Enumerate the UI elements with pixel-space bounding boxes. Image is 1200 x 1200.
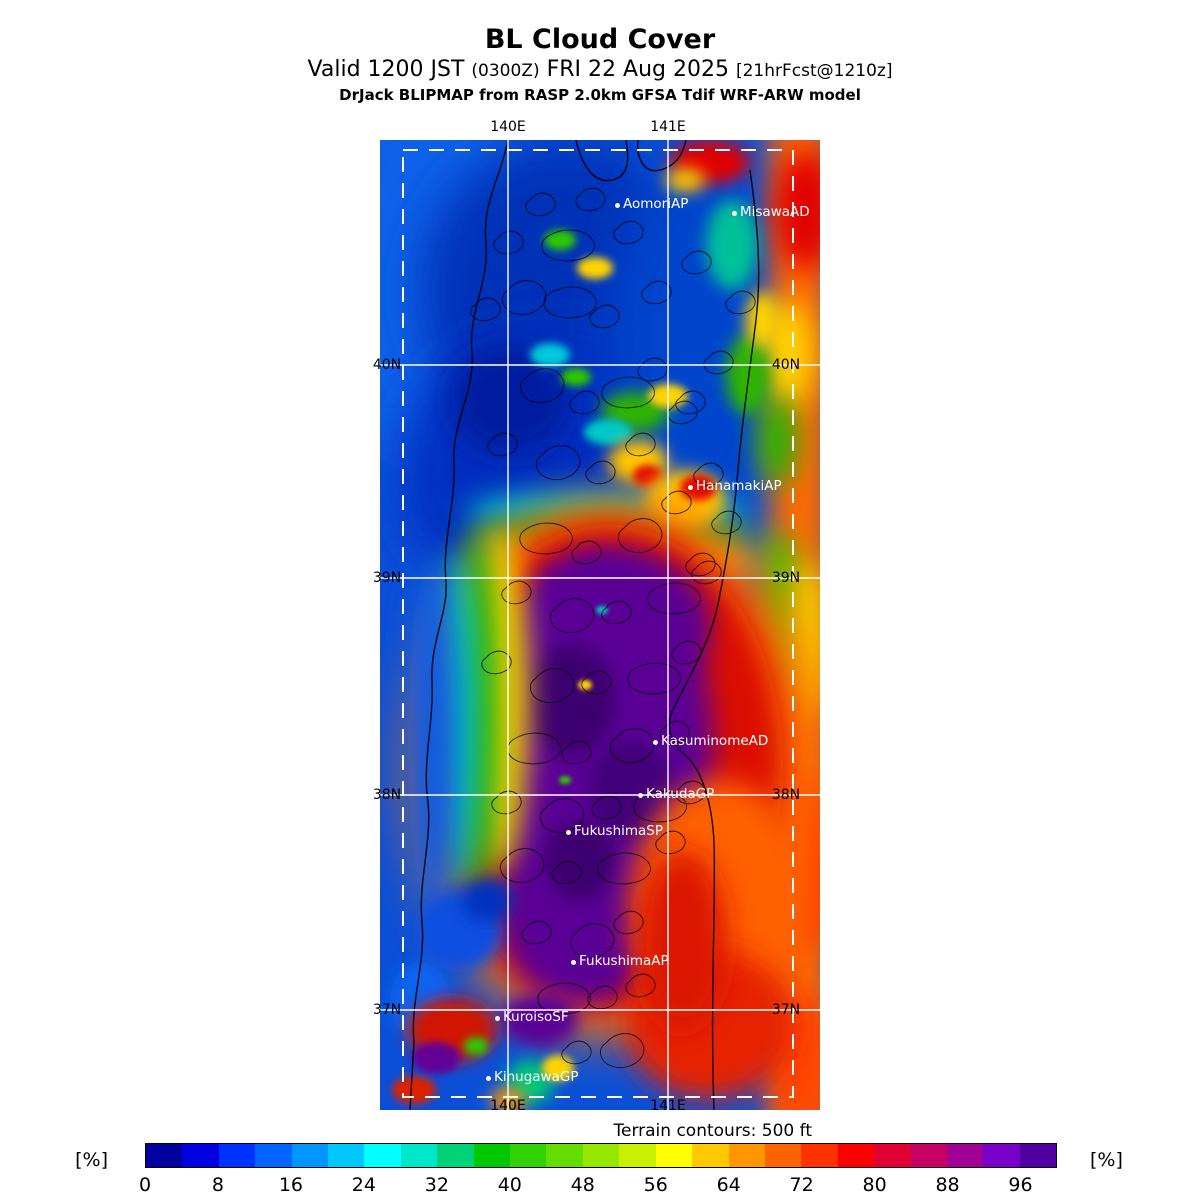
terrain-contour-note: Terrain contours: 500 ft xyxy=(613,1121,813,1141)
colorbar-tick-label: 64 xyxy=(716,1174,741,1196)
valid-time-line: Valid 1200 JST (0300Z) FRI 22 Aug 2025 [… xyxy=(0,57,1200,82)
forecast-ref: [21hrFcst@1210z] xyxy=(735,61,893,81)
colorbar-segment xyxy=(364,1144,401,1167)
colorbar-segment xyxy=(728,1144,765,1167)
colorbar-segment xyxy=(437,1144,474,1167)
graticule-lines xyxy=(380,140,820,1110)
colorbar-segment xyxy=(182,1144,219,1167)
colorbar-segment xyxy=(546,1144,583,1167)
page-title: BL Cloud Cover xyxy=(484,24,716,55)
valid-zulu: (0300Z) xyxy=(471,61,540,81)
colorbar-tick-label: 24 xyxy=(351,1174,376,1196)
colorbar-segment xyxy=(764,1144,802,1167)
colorbar-segment xyxy=(874,1144,911,1167)
domain-border xyxy=(402,149,794,1098)
colorbar-segment xyxy=(910,1144,947,1167)
colorbar-segment xyxy=(983,1144,1020,1167)
cloud-cover-colorbar xyxy=(145,1143,1057,1168)
colorbar-segment xyxy=(582,1144,620,1167)
map-area: AomoriAP MisawaAD HanamakiAP KasuminomeAD Ka… xyxy=(373,119,820,1114)
colorbar-tick-label: 8 xyxy=(211,1174,224,1196)
colorbar-tick-label: 80 xyxy=(862,1174,887,1196)
terrain-contours xyxy=(470,187,756,1068)
coord-label-141E: 141E xyxy=(650,119,686,135)
colorbar-tick-label: 0 xyxy=(138,1174,152,1196)
colorbar-segment xyxy=(218,1144,256,1167)
model-line: DrJack BLIPMAP from RASP 2.0km GFSA Tdif… xyxy=(339,86,861,104)
colorbar-tick-label: 16 xyxy=(278,1174,303,1196)
cloud-cover-raster xyxy=(380,140,820,1110)
colorbar-segment xyxy=(692,1144,729,1167)
colorbar-segment xyxy=(946,1144,984,1167)
colorbar-unit-left: [%] xyxy=(75,1149,108,1171)
colorbar-segment xyxy=(801,1144,838,1167)
colorbar-segment xyxy=(291,1144,329,1167)
colorbar-segment xyxy=(473,1144,511,1167)
colorbar-segment xyxy=(837,1144,875,1167)
colorbar-segment xyxy=(146,1144,183,1167)
coord-label-140E: 140E xyxy=(490,119,526,135)
colorbar-segment xyxy=(655,1144,693,1167)
colorbar-segment xyxy=(328,1144,365,1167)
colorbar-tick-label: 32 xyxy=(424,1174,449,1196)
colorbar-tick-label: 72 xyxy=(789,1174,814,1196)
valid-prefix: Valid 1200 JST xyxy=(307,57,465,82)
colorbar-tick-label: 40 xyxy=(497,1174,522,1196)
colorbar-segment xyxy=(510,1144,547,1167)
colorbar-tick-label: 48 xyxy=(570,1174,595,1196)
colorbar-tick-label: 96 xyxy=(1008,1174,1033,1196)
colorbar-segment xyxy=(400,1144,438,1167)
colorbar-tick-label: 88 xyxy=(935,1174,960,1196)
colorbar-segment xyxy=(1019,1144,1057,1167)
colorbar-unit-right: [%] xyxy=(1090,1149,1123,1171)
colorbar-segment xyxy=(255,1144,292,1167)
coastline xyxy=(409,140,760,1110)
colorbar-segment xyxy=(619,1144,656,1167)
colorbar-tick-label: 56 xyxy=(643,1174,668,1196)
valid-date: FRI 22 Aug 2025 xyxy=(546,57,729,82)
colorbar-tick-row: 0 8 16 24 32 40 48 56 64 72 80 88 96 xyxy=(139,1174,1057,1198)
